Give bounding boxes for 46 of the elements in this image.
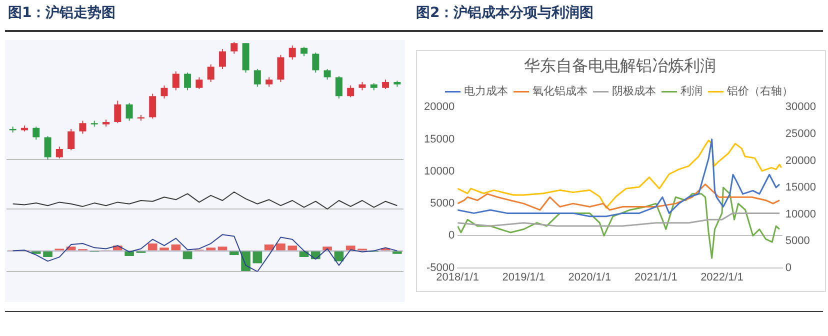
caption: 图2：沪铝成本分项与利润图: [416, 4, 594, 22]
bar: [264, 244, 274, 250]
legend-label: 电力成本: [464, 84, 508, 98]
y2-tick-label: 10000: [785, 208, 816, 220]
candlestick: [324, 69, 331, 80]
bar: [229, 251, 239, 255]
y-tick-label: 20000: [424, 101, 455, 114]
bar: [182, 251, 192, 260]
candlestick: [266, 77, 273, 87]
candlestick: [102, 120, 110, 127]
x-tick-label: 2020/1/1: [568, 271, 612, 284]
candlestick: [90, 120, 98, 127]
bar: [288, 246, 298, 250]
y2-tick-label: 15000: [785, 182, 816, 194]
bar: [206, 248, 216, 250]
y2-tick-label: 30000: [785, 101, 816, 114]
x-tick-label: 2021/1/1: [634, 271, 678, 284]
legend-label: 氧化铝成本: [532, 84, 588, 98]
bar: [252, 251, 262, 264]
bar: [171, 244, 181, 250]
legend-label: 铝价（右轴）: [726, 84, 793, 98]
y2-tick-label: 5000: [785, 235, 810, 248]
y-tick-label: 0: [448, 230, 455, 242]
chart-title: 图1：沪铝走势图: [8, 4, 116, 22]
candlestick: [394, 80, 401, 87]
bar: [218, 246, 228, 250]
y2-tick-label: 0: [785, 262, 792, 274]
bar: [346, 246, 356, 250]
legend-label: 阴极成本: [612, 84, 656, 98]
legend-label: 利润: [680, 84, 702, 98]
bar: [276, 244, 286, 250]
x-tick-label: 2019/1/1: [502, 271, 546, 284]
y-tick-label: 5000: [430, 198, 455, 210]
bar: [160, 248, 169, 250]
chart-title: 华东自备电电解铝冶炼利润: [524, 57, 716, 76]
bar: [148, 244, 158, 250]
y-tick-label: 10000: [424, 165, 455, 178]
bar: [124, 251, 134, 256]
y-tick-label: 15000: [424, 133, 455, 146]
y-tick-label: -5000: [426, 262, 455, 274]
x-tick-label: 2018/1/1: [436, 271, 479, 284]
bar: [43, 251, 52, 258]
y2-tick-label: 25000: [785, 128, 816, 140]
y2-tick-label: 20000: [785, 154, 816, 167]
x-tick-label: 2022/1/1: [700, 271, 744, 284]
bar: [392, 251, 402, 254]
